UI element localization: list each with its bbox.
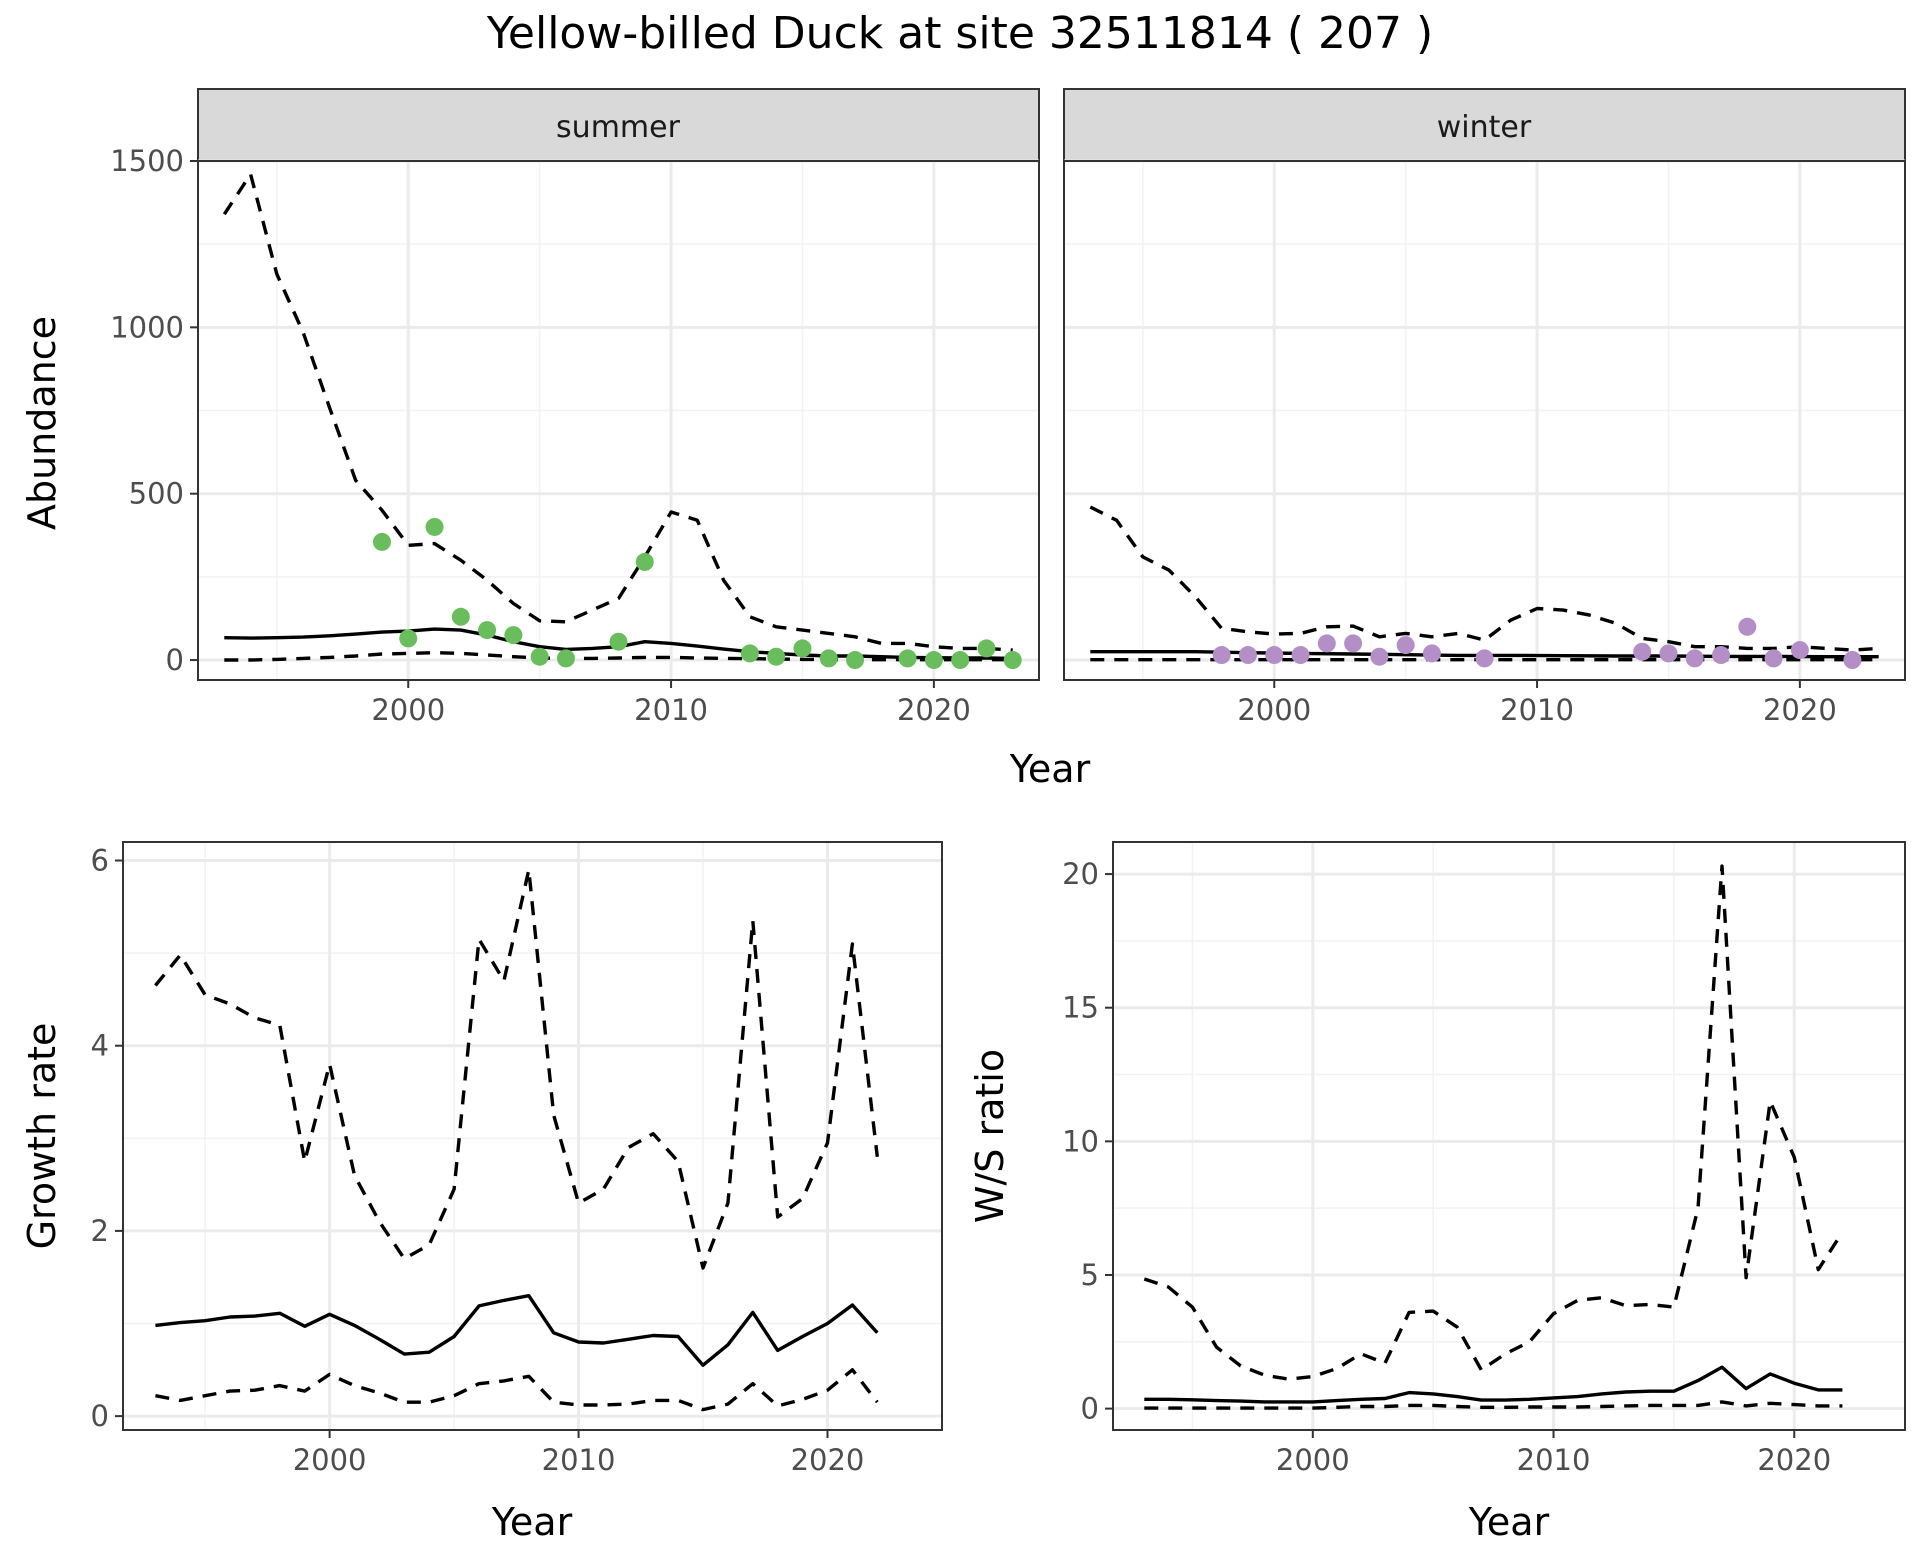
summer-data-point: [372, 532, 391, 551]
panel-border-ws: [1112, 841, 1906, 1431]
summer-y-tick-label: 0: [166, 643, 184, 677]
winter-data-point: [1685, 649, 1704, 668]
winter-x-tick-label: 2020: [1763, 693, 1837, 727]
summer-data-point: [451, 607, 470, 626]
summer-series-lower: [224, 651, 1013, 662]
summer-data-point: [504, 626, 523, 645]
summer-data-point: [767, 647, 786, 666]
summer-data-point: [635, 552, 654, 571]
strip-label-winter: winter: [1437, 110, 1532, 145]
summer-data-point: [898, 649, 917, 668]
summer-data-point: [819, 649, 838, 668]
summer-data-point: [425, 517, 444, 536]
growth-y-label: Growth rate: [20, 1023, 64, 1250]
panel-summer: summer 2000 2010 2020 0 500 1000 1500: [110, 88, 1040, 727]
winter-data-point: [1396, 636, 1415, 655]
panel-growth-rate: 2000 2010 2020 0 2 4 6: [91, 841, 943, 1477]
summer-data-point: [951, 651, 970, 670]
strip-label-summer: summer: [556, 110, 681, 145]
growth-series-estimate: [155, 1294, 879, 1367]
ws-series-lower: [1144, 1400, 1843, 1410]
summer-series-upper: [222, 172, 1013, 652]
summer-x-tick-label: 2000: [371, 693, 445, 727]
ws-y-tick-label: 5: [1081, 1258, 1099, 1292]
summer-data-point: [924, 651, 943, 670]
summer-data-point: [740, 644, 759, 663]
ws-y-tick-label: 10: [1062, 1124, 1099, 1158]
summer-data-point: [556, 649, 575, 668]
winter-data-point: [1422, 644, 1441, 663]
summer-data-point: [530, 647, 549, 666]
growth-series-lower: [155, 1368, 879, 1412]
summer-y-tick-label: 1500: [110, 144, 184, 178]
summer-data-point: [846, 651, 865, 670]
summer-x-tick-label: 2020: [897, 693, 971, 727]
winter-data-point: [1344, 634, 1363, 653]
winter-data-point: [1712, 646, 1731, 665]
summer-data-point: [1003, 651, 1022, 670]
winter-data-point: [1633, 642, 1652, 661]
winter-data-point: [1370, 647, 1389, 666]
winter-series-upper: [1089, 505, 1879, 652]
summer-data-point: [478, 621, 497, 640]
growth-y-tick-label: 4: [91, 1029, 109, 1063]
abundance-x-label: Year: [1009, 747, 1091, 791]
ws-x-tick-label: 2020: [1757, 1443, 1831, 1477]
panel-border-summer: [197, 160, 1040, 681]
ws-x-label: Year: [1468, 1500, 1550, 1544]
summer-data-point: [793, 639, 812, 658]
growth-x-tick-label: 2020: [791, 1443, 865, 1477]
panel-border-growth: [122, 841, 943, 1431]
ws-series-estimate: [1144, 1365, 1843, 1404]
growth-x-tick-label: 2010: [542, 1443, 616, 1477]
ws-x-tick-label: 2010: [1517, 1443, 1591, 1477]
growth-y-tick-label: 6: [91, 844, 109, 878]
growth-y-tick-label: 2: [91, 1214, 109, 1248]
winter-x-tick-label: 2000: [1237, 693, 1311, 727]
panel-winter: winter 2000 2010 2020: [1063, 88, 1906, 727]
winter-data-point: [1475, 649, 1494, 668]
growth-y-tick-label: 0: [91, 1399, 109, 1433]
winter-data-point: [1764, 649, 1783, 668]
chart-title: Yellow-billed Duck at site 32511814 ( 20…: [486, 8, 1433, 59]
strip-summer: [197, 88, 1040, 162]
summer-y-tick-label: 1000: [110, 310, 184, 344]
winter-data-point: [1238, 646, 1257, 665]
panel-border-winter: [1063, 160, 1906, 681]
ws-series-upper: [1143, 864, 1844, 1381]
winter-data-point: [1843, 651, 1862, 670]
ws-y-tick-label: 15: [1062, 991, 1099, 1025]
summer-data-point: [977, 639, 996, 658]
ws-y-tick-label: 0: [1081, 1392, 1099, 1426]
growth-x-label: Year: [491, 1500, 573, 1544]
winter-data-point: [1659, 644, 1678, 663]
summer-data-point: [399, 629, 418, 648]
winter-data-point: [1317, 634, 1336, 653]
ws-y-tick-label: 20: [1062, 857, 1099, 891]
growth-x-tick-label: 2000: [293, 1443, 367, 1477]
winter-data-point: [1265, 646, 1284, 665]
summer-data-point: [609, 632, 628, 651]
panel-ws-ratio: 2000 2010 2020 0 5 10 15 20: [1062, 841, 1906, 1477]
summer-x-tick-label: 2010: [634, 693, 708, 727]
winter-data-point: [1212, 646, 1231, 665]
winter-data-point: [1790, 641, 1809, 660]
winter-x-tick-label: 2010: [1500, 693, 1574, 727]
winter-data-point: [1738, 617, 1757, 636]
summer-y-tick-label: 500: [129, 477, 184, 511]
growth-series-upper: [154, 868, 879, 1270]
ws-y-label: W/S ratio: [968, 1049, 1012, 1223]
abundance-y-label: Abundance: [20, 316, 64, 530]
winter-data-point: [1291, 646, 1310, 665]
ws-x-tick-label: 2000: [1276, 1443, 1350, 1477]
